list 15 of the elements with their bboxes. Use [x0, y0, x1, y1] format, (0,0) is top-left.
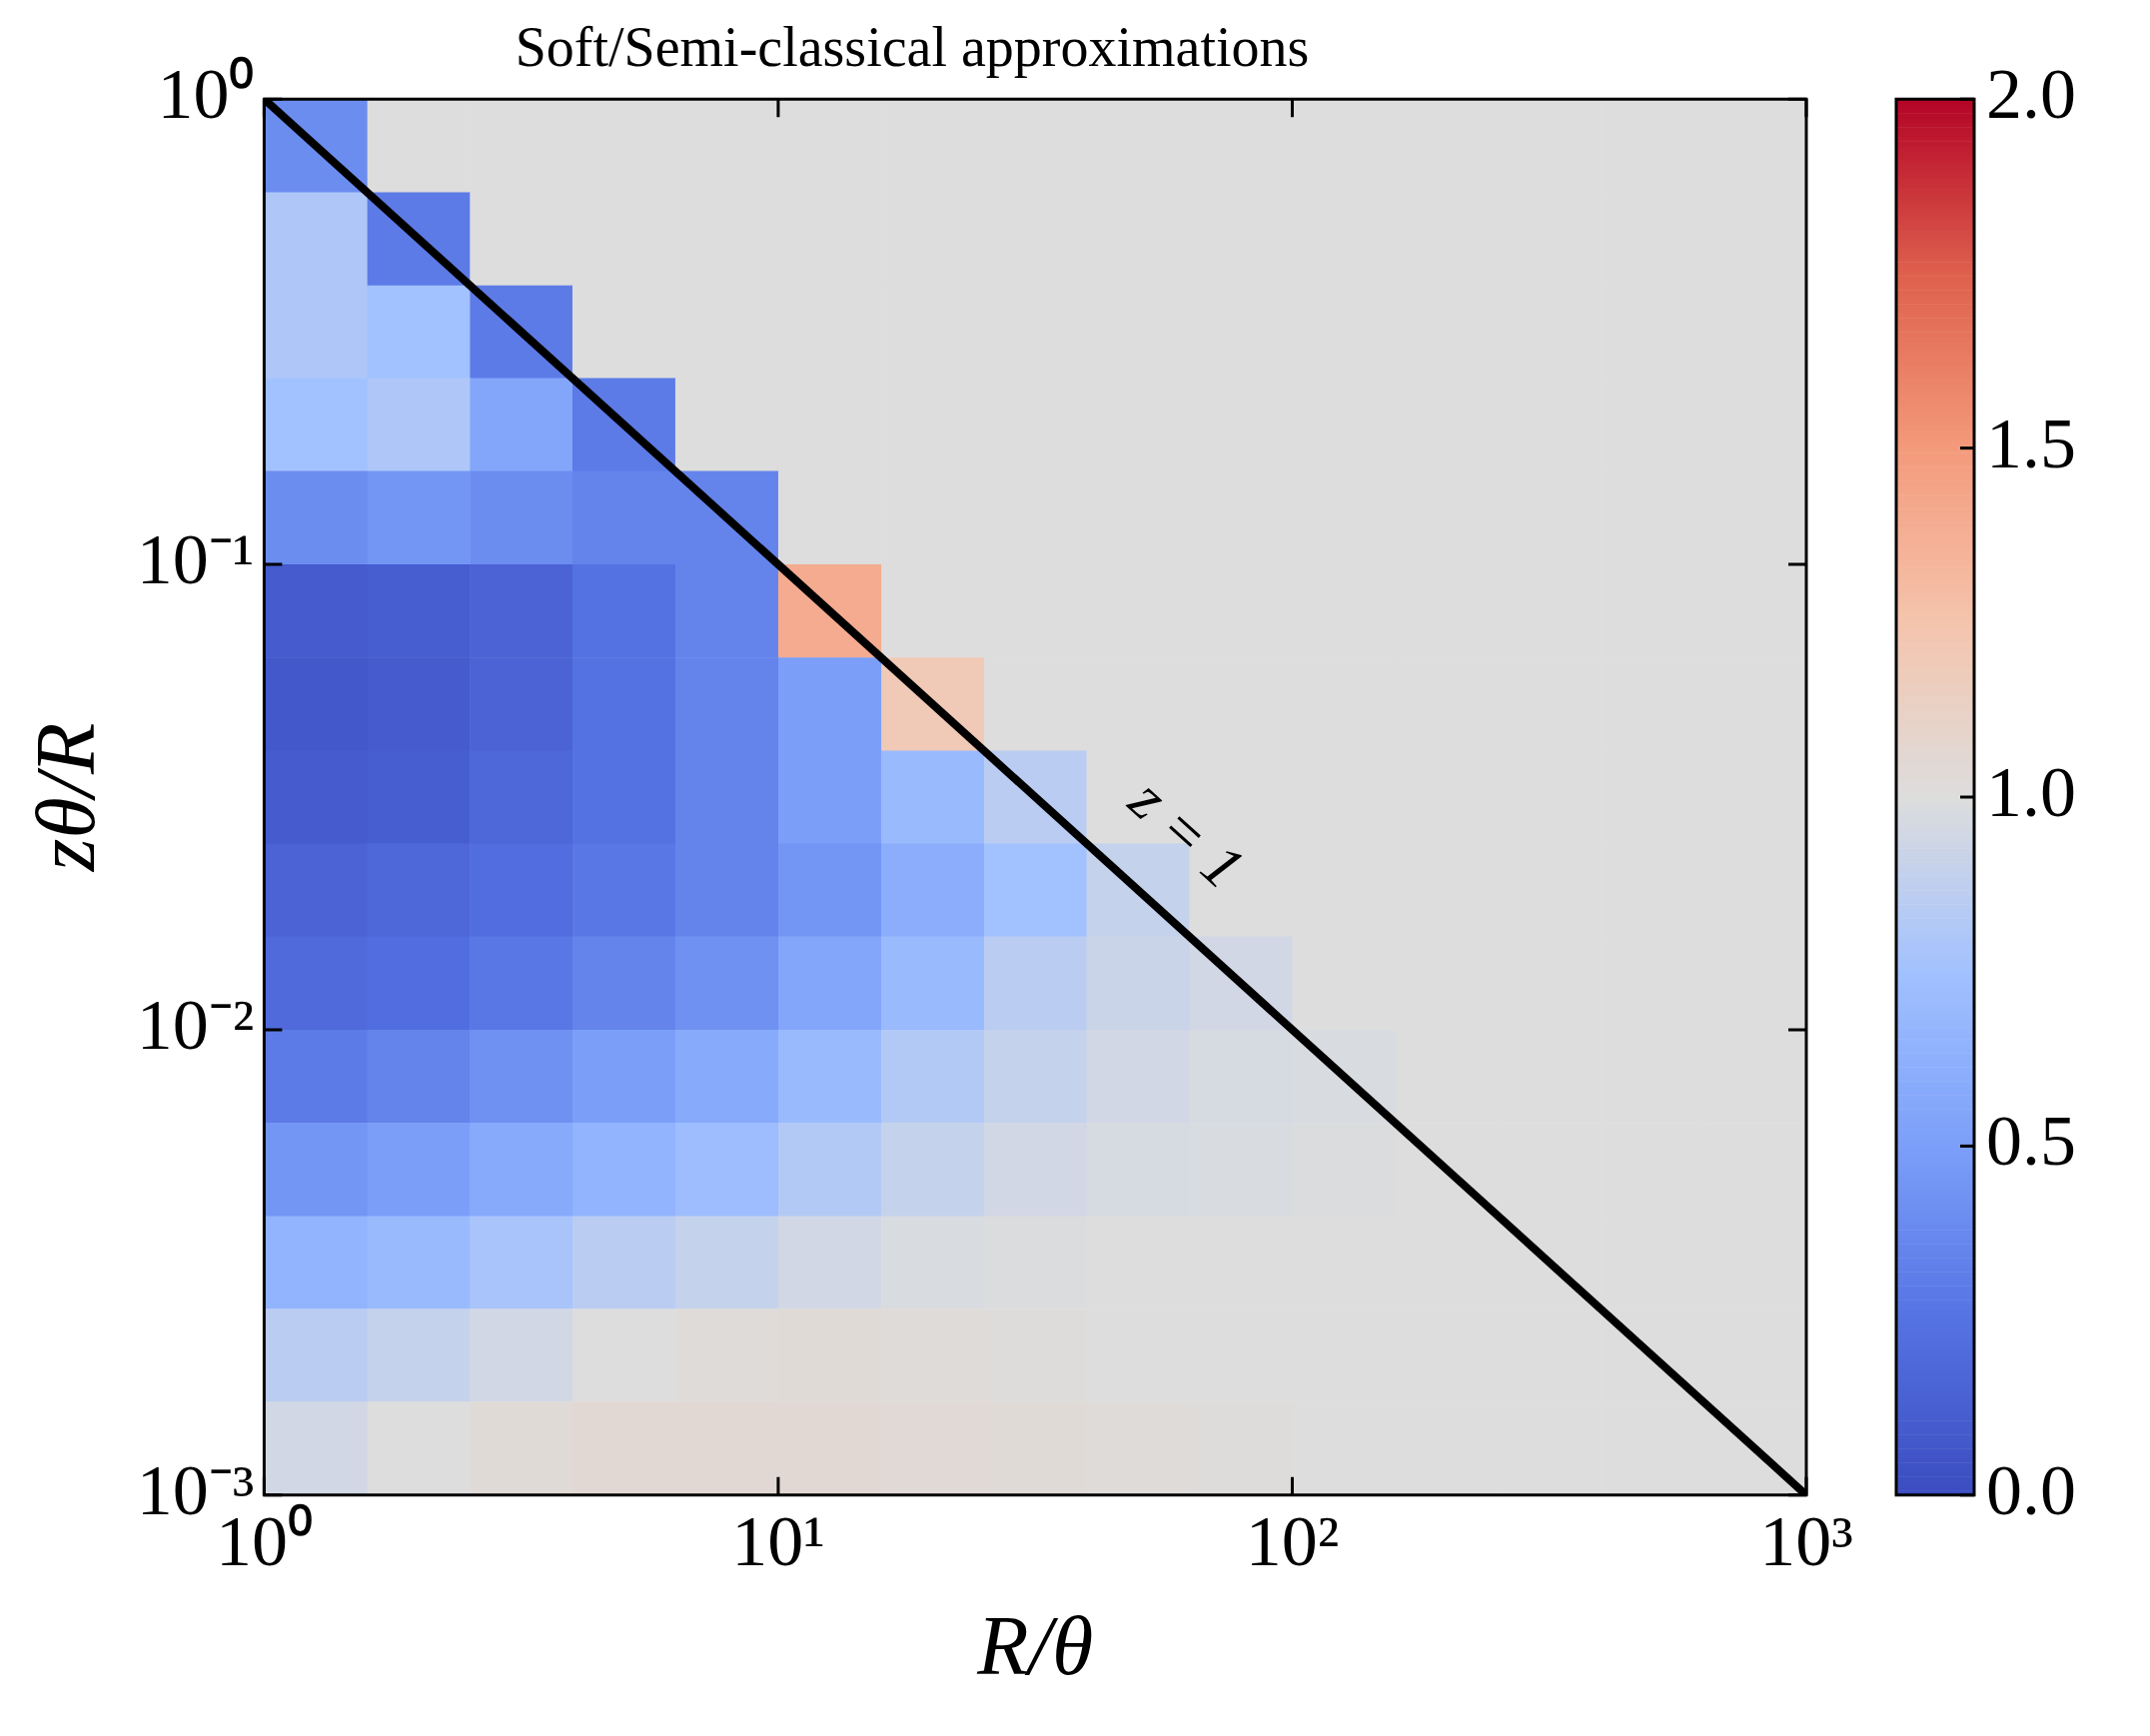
y-tick-label: 10⁰ — [157, 54, 255, 135]
x-tick-label: 10¹ — [731, 1500, 825, 1581]
color-bar-label: 1.0 — [1986, 751, 2076, 832]
y-tick-label: 10⁻¹ — [136, 518, 255, 599]
color-bar-label: 0.0 — [1986, 1449, 2076, 1530]
x-axis-title: R/θ — [976, 1598, 1094, 1692]
color-bar-label: 0.5 — [1986, 1101, 2076, 1182]
color-bar-label: 2.0 — [1986, 54, 2076, 135]
color-bar-label: 1.5 — [1986, 403, 2076, 483]
x-tick-label: 10² — [1245, 1500, 1340, 1581]
y-axis-title: zθ/R — [19, 722, 113, 873]
y-tick-label: 10⁻² — [136, 984, 255, 1065]
annotation: z = 1 — [1116, 764, 1258, 902]
chart-title: Soft/Semi-classical approximations — [515, 16, 1310, 79]
x-tick-label: 10³ — [1759, 1500, 1853, 1581]
